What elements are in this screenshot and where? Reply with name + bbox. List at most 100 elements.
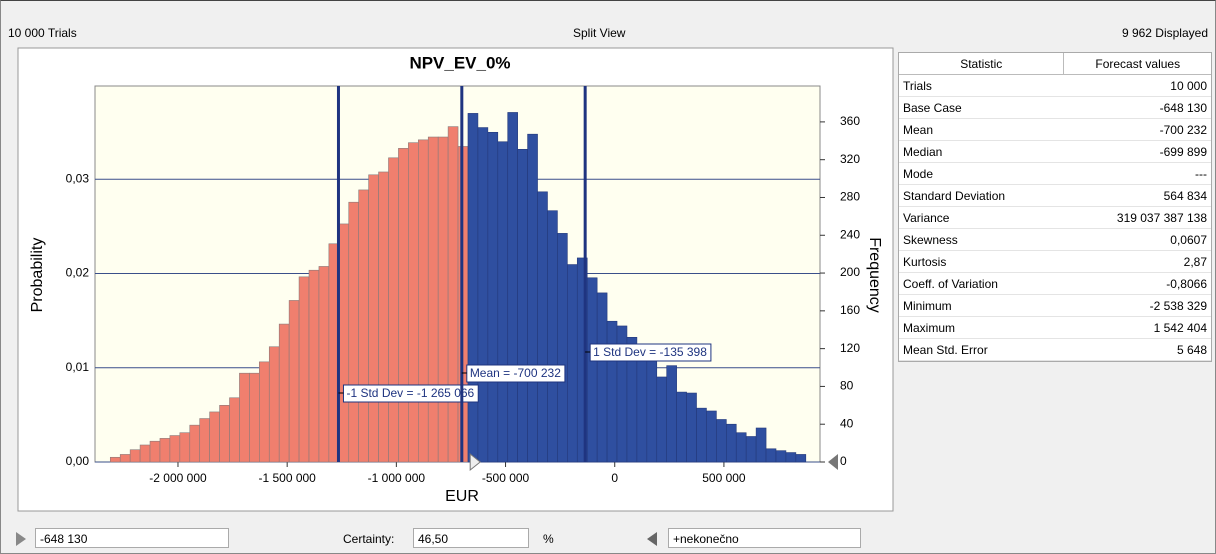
lower-bound-grabber[interactable] xyxy=(469,452,481,472)
marker-label-text: -1 Std Dev = -1 265 066 xyxy=(346,386,474,400)
y2-tick-label: 240 xyxy=(840,227,860,241)
displayed-label: 9 962 Displayed xyxy=(1121,26,1208,40)
percent-unit: % xyxy=(543,532,554,546)
bar xyxy=(447,126,459,463)
bar xyxy=(179,432,191,463)
stat-name: Variance xyxy=(903,210,950,225)
y2-tick-label: 160 xyxy=(840,303,860,317)
stat-row: Variance 319 037 387 138 xyxy=(899,207,1211,229)
stat-value: -2 538 329 xyxy=(1149,298,1207,313)
stat-row: Maximum 1 542 404 xyxy=(899,317,1211,339)
y2-tick-label: 40 xyxy=(840,416,854,430)
stat-value: -648 130 xyxy=(1159,100,1207,115)
bar xyxy=(557,233,568,463)
header-cell: Forecast values xyxy=(1095,56,1181,71)
upper-bound-grabber[interactable] xyxy=(828,454,838,470)
bar xyxy=(298,276,310,463)
stat-value: -0,8066 xyxy=(1166,276,1207,291)
bar xyxy=(109,456,121,463)
bar xyxy=(159,438,171,463)
stat-row: Mean -700 232 xyxy=(899,119,1211,141)
bar xyxy=(696,407,707,463)
bar xyxy=(636,343,648,463)
bar xyxy=(318,266,330,463)
upper-grabber[interactable] xyxy=(645,530,659,548)
y-tick-label: 0,03 xyxy=(66,171,90,185)
y2-tick-label: 0 xyxy=(840,454,847,468)
x-tick-label: -500 000 xyxy=(482,471,530,485)
bar xyxy=(467,113,479,463)
bar xyxy=(338,223,350,463)
stat-value: 564 834 xyxy=(1163,188,1207,203)
bar xyxy=(735,432,747,463)
bar xyxy=(209,411,220,463)
bar xyxy=(716,419,727,463)
bar xyxy=(646,352,658,463)
bar xyxy=(358,189,369,463)
marker-label-text: 1 Std Dev = -135 398 xyxy=(593,345,707,359)
bar xyxy=(268,346,280,463)
stat-name: Median xyxy=(903,144,943,159)
bar xyxy=(278,323,290,463)
chart: NPV_EV_0% EUR Probability Frequency 0,00… xyxy=(17,47,894,512)
stat-value: 1 542 404 xyxy=(1153,320,1207,335)
bar xyxy=(229,397,240,463)
stat-value: 319 037 387 138 xyxy=(1116,210,1207,225)
bar xyxy=(199,418,210,463)
bar xyxy=(686,392,697,463)
y-axis-title: Probability xyxy=(29,238,46,313)
stat-name: Skewness xyxy=(903,232,958,247)
stat-row: Kurtosis 2,87 xyxy=(899,251,1211,273)
bar xyxy=(139,444,151,463)
stat-value: 5 648 xyxy=(1176,342,1207,357)
bar xyxy=(726,423,737,463)
stat-name: Mean xyxy=(903,122,934,137)
bar xyxy=(795,454,807,463)
bar xyxy=(408,142,419,463)
stat-row: Trials 10 000 xyxy=(899,75,1211,97)
stat-value: -699 899 xyxy=(1159,144,1207,159)
stat-row: Coeff. of Variation -0,8066 xyxy=(899,273,1211,295)
bar xyxy=(527,133,538,463)
bar xyxy=(567,264,578,463)
statistics-table: Statistic Forecast values Trials 10 000 Base… xyxy=(899,53,1211,361)
bar xyxy=(378,171,389,463)
stat-name: Coeff. of Variation xyxy=(903,276,998,291)
marker-label: 1 Std Dev = -135 398 xyxy=(585,343,712,362)
stat-row: Skewness 0,0607 xyxy=(899,229,1211,251)
bar xyxy=(259,361,270,463)
bar xyxy=(288,300,300,463)
bar xyxy=(745,436,757,463)
certainty-input[interactable]: 46,50 xyxy=(413,528,529,548)
lower-input[interactable]: -648 130 xyxy=(35,528,229,548)
bar xyxy=(547,210,558,463)
stat-value: 2,87 xyxy=(1183,254,1207,269)
bar xyxy=(249,372,260,463)
bar xyxy=(388,157,399,463)
bar xyxy=(537,191,548,463)
bar xyxy=(308,269,320,463)
y2-tick-label: 80 xyxy=(840,379,854,393)
y-tick-label: 0,01 xyxy=(66,360,90,374)
bar xyxy=(427,136,439,463)
bar xyxy=(368,174,379,463)
view-mode[interactable]: Split View xyxy=(573,26,626,40)
lower-grabber[interactable] xyxy=(14,530,28,548)
upper-input[interactable]: +nekonečno xyxy=(668,528,861,548)
stat-name: Standard Deviation xyxy=(903,188,1006,203)
stat-row: Standard Deviation 564 834 xyxy=(899,185,1211,207)
y2-tick-label: 280 xyxy=(840,190,860,204)
bar xyxy=(189,424,201,463)
header-row: Statistic Forecast values xyxy=(899,53,1211,75)
stat-row: Mode --- xyxy=(899,163,1211,185)
header-cell: Statistic xyxy=(899,53,1065,75)
stat-name: Base Case xyxy=(903,100,962,115)
bar xyxy=(497,141,509,463)
bar xyxy=(656,376,668,463)
x-tick-label: -2 000 000 xyxy=(149,471,207,485)
y2-tick-label: 120 xyxy=(840,341,860,355)
trials-label: 10 000 Trials xyxy=(8,26,77,40)
x-tick-label: -1 000 000 xyxy=(368,471,426,485)
x-tick-label: -1 500 000 xyxy=(258,471,316,485)
